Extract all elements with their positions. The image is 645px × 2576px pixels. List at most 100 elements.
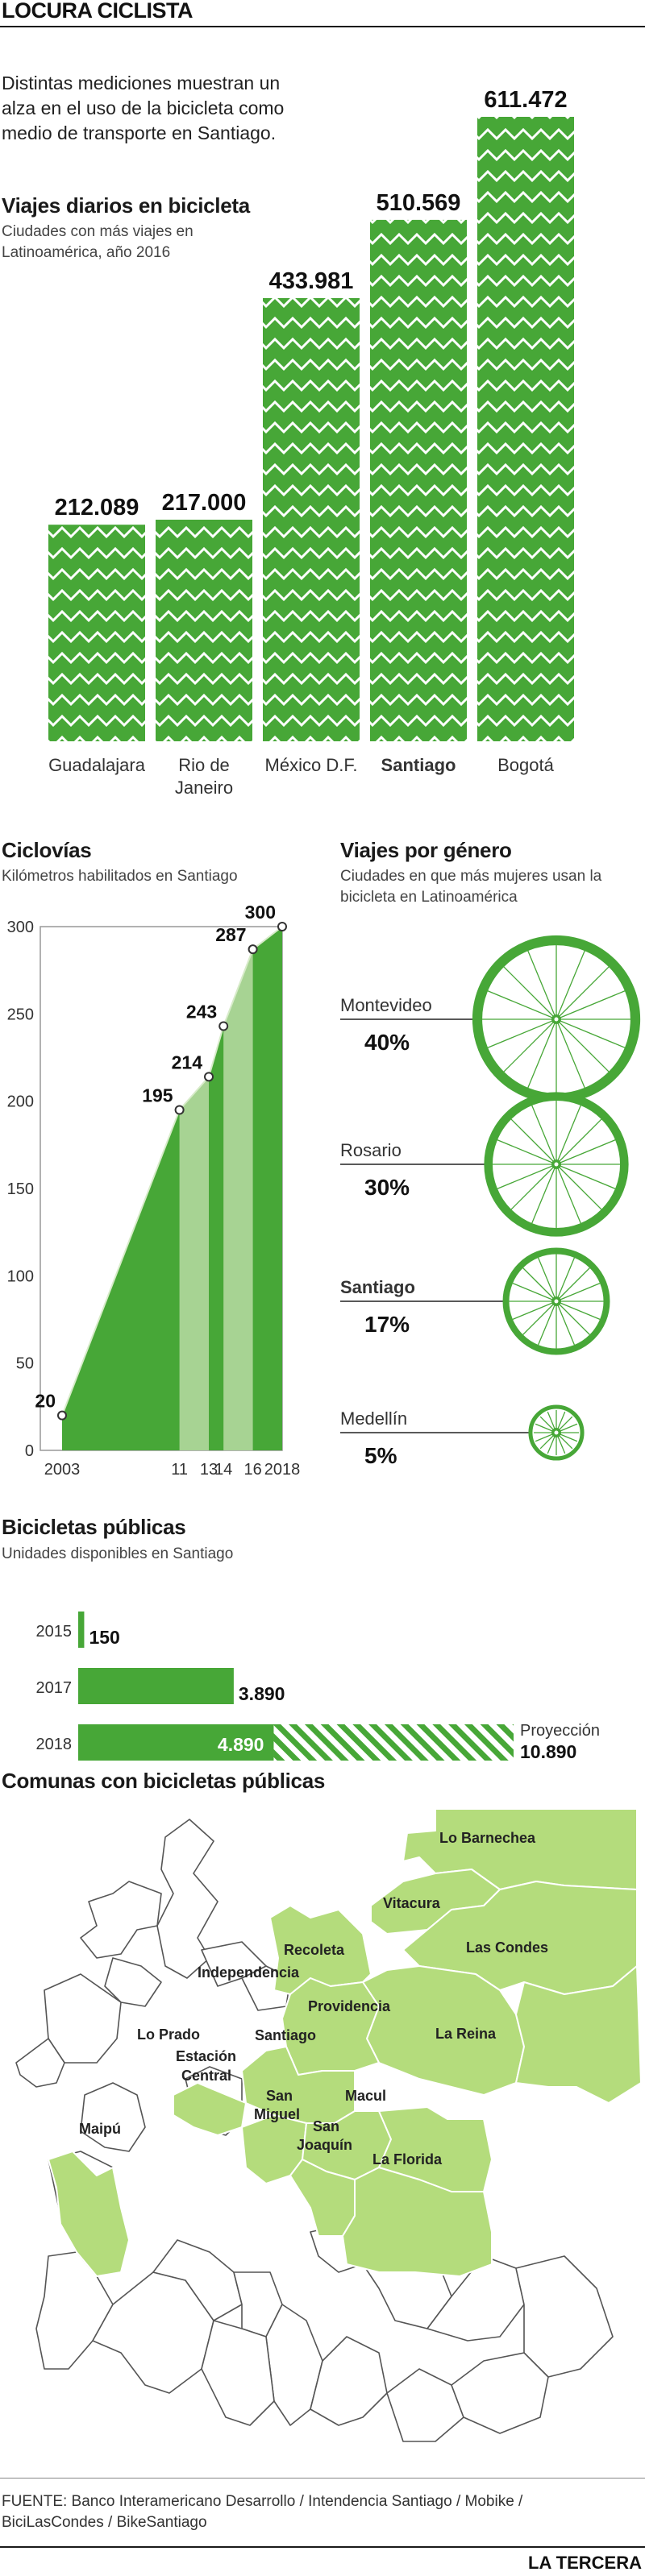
map-title: Comunas con bicicletas públicas: [2, 1769, 326, 1793]
year-label: 2018: [36, 1736, 73, 1753]
source-line: BiciLasCondes / BikeSantiago: [2, 2514, 207, 2531]
wheel-spoke: [556, 1283, 601, 1302]
wheel-spoke: [556, 1300, 601, 1320]
map-label: Central: [181, 2068, 231, 2084]
x-tick-label: 13: [200, 1461, 218, 1479]
wheel-spoke: [556, 1018, 586, 1090]
genero-title: Viajes por género: [340, 838, 512, 862]
subtitle-line: Ciudades en que más mujeres usan la: [340, 868, 602, 885]
data-label: 217.000: [162, 490, 247, 516]
x-tick-label: 14: [214, 1461, 232, 1479]
data-label: 300: [245, 902, 276, 923]
bicis-chart: 2015 150 2017 3.890 2018 4.890 Proyección10.89…: [36, 1612, 600, 1762]
city-label: Rosario: [340, 1140, 402, 1160]
y-tick-label: 0: [25, 1442, 34, 1460]
page-title: LOCURA CICLISTA: [2, 0, 193, 23]
wheel-spoke: [556, 1164, 603, 1211]
wheel-spoke: [531, 1164, 557, 1225]
map-labels: Lo Barnechea Vitacura Las Condes Recolet…: [79, 1830, 548, 2167]
viajes-diarios-subtitle: Ciudades con más viajes en Latinoamérica…: [2, 222, 194, 263]
wheel-spoke: [556, 1139, 617, 1165]
data-point: [277, 922, 287, 931]
bar: [78, 1612, 85, 1648]
wheel-spoke: [556, 1164, 617, 1190]
map-label: Maipú: [79, 2121, 121, 2137]
wheel-spoke: [526, 948, 557, 1020]
genero-subtitle: Ciudades en que más mujeres usan la bici…: [340, 866, 601, 908]
bar: [48, 525, 145, 741]
map-label: Joaquín: [297, 2137, 352, 2153]
data-point: [204, 1072, 214, 1082]
ciclovias-subtitle: Kilómetros habilitados en Santiago: [2, 868, 238, 885]
wheel-spoke: [512, 1283, 557, 1302]
percent-label: 5%: [364, 1443, 397, 1468]
map-label: Vitacura: [383, 1895, 441, 1911]
category-label: Santiago: [381, 755, 456, 775]
category-label: Bogotá: [497, 755, 554, 775]
genero-chart: Montevideo 40% Rosario 30% Santiago 17% Medell…: [340, 935, 641, 1468]
wheel-spoke: [556, 965, 610, 1020]
data-label: 611.472: [484, 87, 567, 113]
wheel-spoke: [496, 1139, 557, 1165]
map-label: Lo Barnechea: [439, 1830, 536, 1846]
subtitle-line: bicicleta en Latinoamérica: [340, 889, 518, 906]
intro-line: Distintas mediciones muestran un: [2, 73, 281, 93]
data-point: [218, 1021, 229, 1031]
wheel-spoke: [556, 1118, 603, 1165]
map-label: Recoleta: [284, 1942, 345, 1958]
category-label: Rio de: [178, 755, 230, 775]
wheel-spoke: [502, 1018, 557, 1073]
map-highlighted: [48, 1808, 642, 2277]
data-point: [57, 1410, 67, 1421]
bar: [78, 1668, 234, 1704]
wheel-spoke: [526, 1018, 557, 1090]
ciclovias-chart: 0 50 100 150 200 250 300 20 2003 195 11 214 13 243 14 2…: [7, 902, 301, 1479]
intro-line: alza en el uso de la bicicleta como: [2, 97, 285, 118]
wheel-spoke: [556, 1104, 582, 1165]
percent-label: 30%: [364, 1175, 410, 1200]
map-label: Santiago: [255, 2027, 316, 2043]
y-tick-label: 300: [7, 919, 34, 936]
data-label: 243: [186, 1002, 217, 1023]
data-label: 510.569: [377, 190, 461, 216]
y-tick-label: 100: [7, 1267, 34, 1285]
wheel-spoke: [485, 1018, 557, 1049]
x-tick-label: 16: [243, 1461, 261, 1479]
bar: [370, 219, 467, 741]
bicis-subtitle: Unidades disponibles en Santiago: [2, 1545, 234, 1562]
data-label: 3.890: [239, 1683, 285, 1704]
bar: [263, 297, 360, 741]
bicis-title: Bicicletas públicas: [2, 1515, 186, 1539]
map-label: San: [266, 2088, 293, 2104]
wheel-hub-center: [554, 1299, 559, 1304]
source-text: FUENTE: Banco Interamericano Desarrollo …: [2, 2491, 522, 2533]
viajes-diarios-chart: 212.089 Guadalajara 217.000 Rio de Janeiro 43…: [48, 87, 574, 798]
data-label: 212.089: [55, 495, 139, 521]
footer-rule: [0, 2478, 645, 2479]
percent-label: 40%: [364, 1030, 410, 1055]
ciclovias-title: Ciclovías: [2, 838, 92, 862]
wheel-spoke: [556, 1018, 610, 1073]
brand-logo: LA TERCERA: [528, 2553, 642, 2573]
intro-text: Distintas mediciones muestran un alza en…: [2, 71, 284, 146]
wheel-spoke: [556, 948, 586, 1020]
data-point: [174, 1105, 185, 1115]
wheel-spoke: [556, 1164, 582, 1225]
wheel-spoke: [538, 1300, 557, 1346]
x-tick-label: 2018: [264, 1461, 301, 1479]
city-label: Medellín: [340, 1408, 407, 1429]
data-label: 214: [172, 1052, 203, 1072]
year-label: 2017: [36, 1679, 73, 1697]
map-label: Estación: [176, 2048, 236, 2064]
map-label: Providencia: [308, 1998, 391, 2014]
wheel-spoke: [556, 1257, 575, 1302]
wheel-spoke: [556, 1300, 575, 1346]
wheel-spoke: [510, 1164, 557, 1211]
y-tick-label: 200: [7, 1093, 34, 1111]
map-label: La Reina: [435, 2026, 497, 2042]
subtitle-line: Ciudades con más viajes en: [2, 223, 194, 240]
projection-bar: [273, 1724, 514, 1761]
percent-label: 17%: [364, 1312, 410, 1337]
projection-value: 10.890: [520, 1741, 576, 1762]
wheel-spoke: [538, 1257, 557, 1302]
